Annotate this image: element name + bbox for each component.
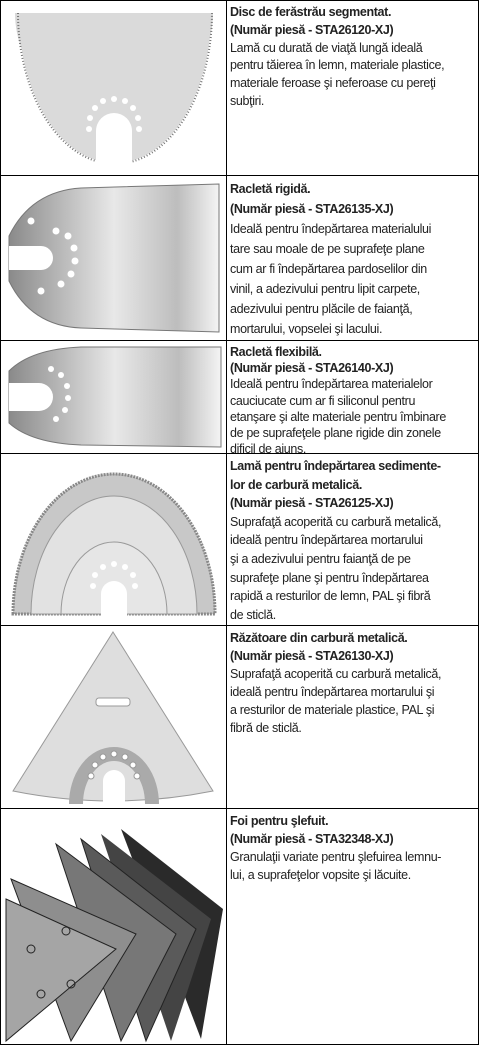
- description-line: Suprafaţă acoperită cu carbură metalică,: [230, 667, 442, 681]
- row: Racletă flexibilă. (Număr piesă - STA2614…: [1, 341, 478, 454]
- description-line: lui, a suprafeţelor vopsite şi lăcuite.: [230, 868, 411, 882]
- product-image: [1, 341, 227, 453]
- description-line: tare sau moale de pe suprafeţe plane: [230, 242, 425, 256]
- description-line: vinil, a adezivului pentru lipit carpete…: [230, 282, 420, 296]
- product-image: [1, 809, 227, 1044]
- row: Racletă rigidă. (Număr piesă - STA26135-X…: [1, 176, 478, 341]
- product-image: [1, 1, 227, 175]
- product-text: Racletă flexibilă. (Număr piesă - STA2614…: [227, 341, 446, 453]
- part-number: (Număr piesă - STA32348-XJ): [230, 832, 394, 846]
- product-text: Disc de ferăstrău segmentat. (Număr piesă…: [227, 1, 444, 175]
- description-line: ideală pentru îndepărtarea mortarului: [230, 533, 423, 548]
- description-line: Ideală pentru îndepărtarea materialelor: [230, 377, 433, 392]
- product-text: Răzătoare din carbură metalică. (Număr pi…: [227, 626, 441, 808]
- description-line: Ideală pentru îndepărtarea materialului: [230, 222, 432, 236]
- description-line: dificil de ajuns.: [230, 442, 307, 453]
- part-number: (Număr piesă - STA26135-XJ): [230, 202, 394, 216]
- flexible-scraper: [8, 346, 222, 448]
- rigid-scraper: [8, 183, 220, 333]
- product-title: lor de carbură metalică.: [230, 477, 362, 492]
- product-text: Racletă rigidă. (Număr piesă - STA26135-X…: [227, 176, 431, 340]
- row: Lamă pentru îndepărtarea sedimente-lor d…: [1, 454, 478, 626]
- description-line: fibră de sticlă.: [230, 721, 302, 735]
- description-line: de pe suprafeţele plane rigide din zonel…: [230, 425, 441, 440]
- product-image: [1, 454, 227, 625]
- product-image: [1, 626, 227, 808]
- product-text: Foi pentru şlefuit. (Număr piesă - STA323…: [227, 809, 442, 1044]
- description-line: adezivului pentru plăcile de faianţă,: [230, 302, 413, 316]
- row: Foi pentru şlefuit. (Număr piesă - STA323…: [1, 809, 478, 1044]
- description-line: Lamă cu durată de viaţă lungă ideală: [230, 40, 423, 55]
- description-line: materiale feroase şi neferoase cu pereţi: [230, 76, 436, 91]
- description-line: pentru tăierea în lemn, materiale plasti…: [230, 58, 445, 73]
- carbide-rasp: [12, 631, 214, 806]
- sanding-sheets: [5, 829, 223, 1043]
- description-line: a resturilor de materiale plastice, PAL …: [230, 703, 435, 717]
- product-title: Foi pentru şlefuit.: [230, 814, 329, 828]
- product-title: Lamă pentru îndepărtarea sedimente-: [230, 459, 441, 473]
- row: Răzătoare din carbură metalică. (Număr pi…: [1, 626, 478, 809]
- description-line: şi a adezivului pentru faianţă de pe: [230, 551, 411, 566]
- part-number: (Număr piesă - STA26130-XJ): [230, 649, 394, 663]
- product-text: Lamă pentru îndepărtarea sedimente-lor d…: [227, 454, 441, 625]
- product-title: Racletă rigidă.: [230, 182, 311, 196]
- product-title: Răzătoare din carbură metalică.: [230, 631, 408, 645]
- row: Disc de ferăstrău segmentat. (Număr piesă…: [1, 1, 478, 176]
- description-line: Granulaţii variate pentru şlefuirea lemn…: [230, 850, 442, 864]
- description-line: subţiri.: [230, 93, 265, 108]
- product-image: [1, 176, 227, 340]
- part-number: (Număr piesă - STA26140-XJ): [230, 361, 394, 376]
- description-line: ideală pentru îndepărtarea mortarului şi: [230, 685, 435, 699]
- part-number: (Număr piesă - STA26125-XJ): [230, 496, 394, 511]
- saw-disc: [15, 12, 213, 166]
- description-line: cauciucate cum ar fi siliconul pentru: [230, 393, 416, 408]
- description-line: rapidă a resturilor de lemn, PAL şi fibr…: [230, 589, 431, 604]
- carbide-blade: [11, 472, 217, 622]
- product-title: Disc de ferăstrău segmentat.: [230, 5, 392, 19]
- description-line: de sticlă.: [230, 607, 276, 622]
- description-line: cum ar fi îndepărtarea pardoselilor din: [230, 262, 427, 276]
- part-number: (Număr piesă - STA26120-XJ): [230, 22, 394, 37]
- description-line: suprafeţe plane şi pentru îndepărtarea: [230, 570, 429, 585]
- description-line: etanşare şi alte materiale pentru îmbina…: [230, 409, 446, 424]
- description-line: Suprafaţă acoperită cu carbură metalică,: [230, 514, 442, 529]
- product-title: Racletă flexibilă.: [230, 345, 322, 359]
- description-line: mortarului, vopselei şi lacului.: [230, 322, 383, 336]
